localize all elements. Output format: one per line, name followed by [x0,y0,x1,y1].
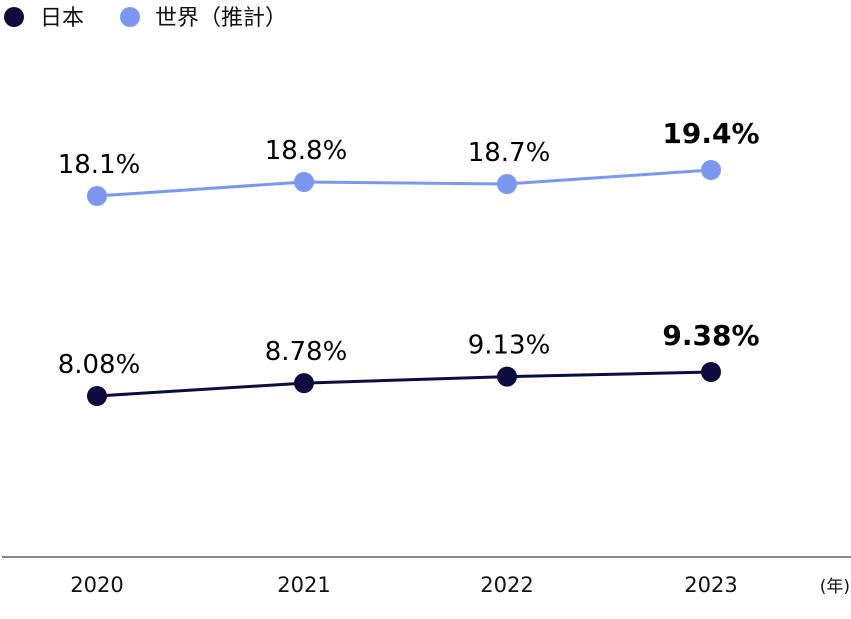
legend-marker-japan [4,7,24,27]
data-point-japan-2023 [701,362,721,382]
data-label-world-2021: 18.8% [265,136,348,166]
data-point-world-2021 [294,172,314,192]
data-label-world-2020: 18.1% [58,150,141,180]
data-point-world-2020 [87,186,107,206]
data-point-world-2023 [701,160,721,180]
series-line-world [96,168,712,198]
legend: 日本 世界（推計） [4,6,287,31]
data-point-japan-2021 [294,373,314,394]
series-world: 18.1% 18.8% 18.7% 19.4% [58,117,760,206]
legend-label-world: 世界（推計） [155,6,287,31]
data-label-japan-2020: 8.08% [58,350,141,380]
data-point-japan-2022 [497,366,517,387]
data-label-japan-2022: 9.13% [468,331,551,361]
legend-marker-world [120,7,140,27]
data-label-world-2022: 18.7% [468,138,551,168]
data-label-japan-2021: 8.78% [265,337,348,367]
x-tick-label-2023: 2023 [684,573,737,597]
series-layer: 8.08% 8.78% 9.13% 9.38% 18.1% 18.8% 18.7% 19.4% [58,117,760,406]
legend-label-japan: 日本 [40,6,84,31]
data-point-japan-2020 [87,386,107,406]
data-label-japan-2023: 9.38% [662,319,759,352]
series-japan: 8.08% 8.78% 9.13% 9.38% [58,319,760,406]
data-point-world-2022 [497,174,517,194]
x-tick-label-2022: 2022 [480,573,533,597]
x-tick-label-2021: 2021 [277,573,330,597]
series-line-japan [96,370,712,398]
x-tick-label-2020: 2020 [70,573,123,597]
x-axis-ticks: 2020 2021 2022 2023 [70,573,737,597]
data-label-world-2023: 19.4% [662,117,759,150]
x-axis-unit: (年) [820,577,850,597]
